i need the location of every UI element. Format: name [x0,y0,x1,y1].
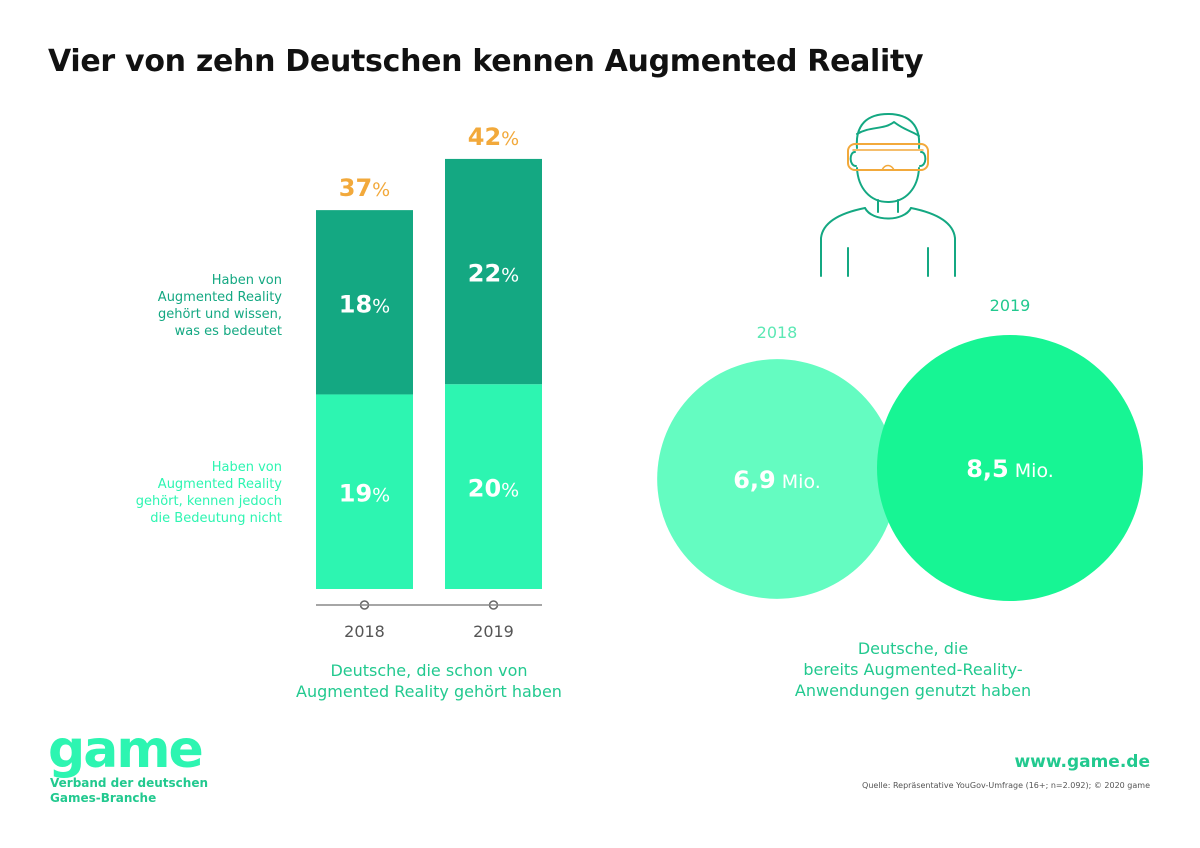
chart-title: Vier von zehn Deutschen kennen Augmented… [48,44,924,79]
logo-subtitle-line: Verband der deutschen [50,776,208,790]
segment-label-top-line: gehört und wissen, [157,307,282,322]
segment-label-top-line: Haben von [211,273,282,288]
shoulder-left [820,207,866,277]
collar [864,207,912,220]
goggles-nose [881,164,895,171]
bubble-value-label: 8,5 Mio. [966,455,1054,483]
caption-line: Augmented Reality gehört haben [296,682,562,701]
segment-label-top-line: Augmented Reality [157,290,282,305]
bar-segment-top [445,158,542,385]
ear-left [849,151,857,167]
face-outline [856,167,920,203]
website-link[interactable]: www.game.de [1014,752,1150,772]
segment-label-top-line: was es bedeutet [174,324,282,339]
bar-segment-top [316,210,413,395]
bubble-2019 [877,335,1143,601]
segment-label-bottom-line: gehört, kennen jedoch [135,494,282,509]
hair-line [856,121,920,137]
bar-segment-bottom [316,394,413,589]
total-label: 37% [339,174,390,202]
bubble-2018 [657,359,897,599]
shoulder-right [910,207,956,277]
segment-label-bottom: Haben von Augmented Reality gehört, kenn… [42,459,282,527]
caption-line: Deutsche, die [857,639,969,658]
bubble-year-label: 2018 [757,323,798,342]
ear-right [919,151,927,167]
x-tick-label: 2019 [473,622,514,641]
data-label-top: 22% [468,260,519,288]
logo-subtitle: Verband der deutschen Games-Branche [50,776,208,806]
data-label-bottom: 19% [339,480,390,508]
x-tick-label: 2018 [344,622,385,641]
segment-label-top: Haben von Augmented Reality gehört und w… [42,272,282,340]
game-logo: game [48,720,204,780]
vr-headset-person-icon [820,113,956,277]
total-label: 42% [468,123,519,151]
hair-outline [855,113,921,149]
bubble-year-label: 2019 [990,296,1031,315]
caption-bubble-chart: Deutsche, die bereits Augmented-Reality-… [733,638,1093,701]
bubble-value-label: 6,9 Mio. [733,466,821,494]
caption-line: bereits Augmented-Reality- [803,660,1023,679]
caption-line: Anwendungen genutzt haben [794,681,1032,700]
goggles-frame [847,143,929,171]
caption-bar-chart: Deutsche, die schon von Augmented Realit… [249,660,609,702]
data-label-bottom: 20% [468,475,519,503]
segment-label-bottom-line: Augmented Reality [157,477,282,492]
logo-subtitle-line: Games-Branche [50,791,157,805]
segment-label-bottom-line: die Bedeutung nicht [150,511,282,526]
bar-segment-bottom [445,384,542,589]
data-label-top: 18% [339,290,390,318]
caption-line: Deutsche, die schon von [330,661,528,680]
segment-label-bottom-line: Haben von [211,460,282,475]
source-note: Quelle: Repräsentative YouGov-Umfrage (1… [862,781,1150,790]
